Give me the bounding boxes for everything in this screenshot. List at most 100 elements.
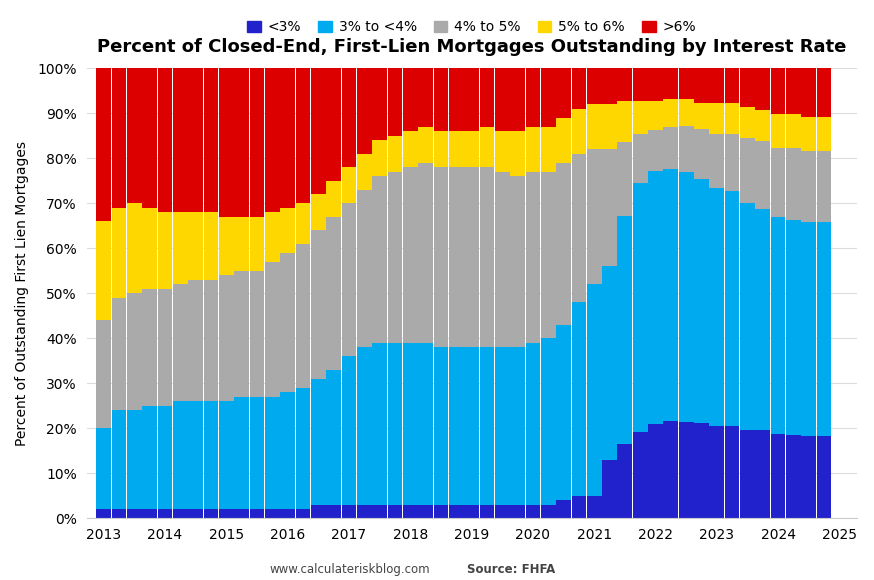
Bar: [740, 68, 755, 107]
Bar: [250, 271, 264, 397]
Bar: [234, 217, 249, 271]
Bar: [464, 131, 479, 167]
Legend: <3%, 3% to <4%, 4% to 5%, 5% to 6%, >6%: <3%, 3% to <4%, 4% to 5%, 5% to 6%, >6%: [241, 14, 702, 39]
Bar: [771, 114, 786, 148]
Bar: [157, 289, 172, 405]
Bar: [816, 117, 831, 151]
Bar: [204, 68, 218, 212]
Bar: [464, 505, 479, 518]
Bar: [311, 68, 326, 194]
Bar: [480, 167, 495, 347]
Bar: [556, 68, 571, 118]
Text: www.calculateriskblog.com: www.calculateriskblog.com: [269, 563, 430, 576]
Bar: [602, 149, 617, 266]
Bar: [173, 509, 188, 518]
Bar: [403, 167, 418, 343]
Bar: [633, 134, 648, 183]
Bar: [295, 203, 310, 244]
Bar: [510, 68, 525, 131]
Bar: [710, 103, 725, 134]
Bar: [679, 172, 693, 422]
Bar: [586, 149, 601, 284]
Bar: [556, 163, 571, 325]
Bar: [786, 435, 801, 518]
Bar: [786, 148, 801, 219]
Bar: [342, 167, 357, 203]
Bar: [464, 167, 479, 347]
Bar: [127, 203, 142, 293]
Bar: [188, 509, 203, 518]
Bar: [663, 68, 678, 99]
Bar: [112, 298, 127, 410]
Bar: [801, 436, 816, 518]
Bar: [725, 103, 739, 134]
Bar: [281, 68, 295, 208]
Bar: [112, 410, 127, 509]
Bar: [679, 68, 693, 99]
Bar: [525, 505, 540, 518]
Bar: [265, 212, 280, 262]
Bar: [372, 176, 387, 343]
Bar: [725, 68, 739, 103]
Bar: [755, 430, 770, 518]
Bar: [602, 68, 617, 104]
Bar: [434, 167, 448, 347]
Bar: [633, 183, 648, 432]
Bar: [403, 505, 418, 518]
Bar: [419, 127, 433, 163]
Bar: [618, 68, 632, 101]
Bar: [295, 387, 310, 509]
Bar: [771, 217, 786, 434]
Bar: [572, 68, 586, 109]
Bar: [188, 212, 203, 280]
Bar: [281, 509, 295, 518]
Bar: [525, 127, 540, 172]
Bar: [510, 347, 525, 505]
Bar: [510, 131, 525, 176]
Bar: [495, 131, 510, 172]
Bar: [250, 397, 264, 509]
Bar: [250, 68, 264, 217]
Bar: [387, 505, 402, 518]
Bar: [541, 172, 556, 338]
Bar: [541, 505, 556, 518]
Bar: [357, 154, 371, 190]
Bar: [679, 422, 693, 518]
Bar: [342, 505, 357, 518]
Bar: [771, 68, 786, 114]
Bar: [556, 500, 571, 518]
Bar: [311, 230, 326, 379]
Bar: [586, 284, 601, 495]
Bar: [311, 194, 326, 230]
Bar: [801, 117, 816, 151]
Bar: [710, 187, 725, 426]
Bar: [786, 114, 801, 148]
Bar: [710, 426, 725, 518]
Bar: [694, 129, 709, 179]
Bar: [816, 436, 831, 518]
Bar: [419, 505, 433, 518]
Bar: [326, 68, 341, 181]
Bar: [357, 190, 371, 347]
Bar: [434, 347, 448, 505]
Bar: [755, 110, 770, 141]
Bar: [188, 68, 203, 212]
Bar: [295, 244, 310, 387]
Bar: [649, 101, 662, 130]
Bar: [387, 68, 402, 136]
Bar: [694, 423, 709, 518]
Text: Source: FHFA: Source: FHFA: [468, 563, 555, 576]
Bar: [204, 280, 218, 401]
Bar: [694, 68, 709, 103]
Bar: [387, 172, 402, 343]
Bar: [740, 107, 755, 137]
Title: Percent of Closed-End, First-Lien Mortgages Outstanding by Interest Rate: Percent of Closed-End, First-Lien Mortga…: [97, 38, 846, 56]
Bar: [434, 68, 448, 131]
Bar: [663, 421, 678, 518]
Bar: [710, 68, 725, 103]
Bar: [786, 219, 801, 435]
Bar: [541, 338, 556, 505]
Bar: [786, 68, 801, 114]
Bar: [372, 505, 387, 518]
Bar: [281, 208, 295, 253]
